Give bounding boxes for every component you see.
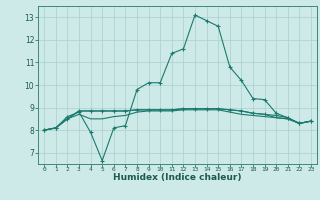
X-axis label: Humidex (Indice chaleur): Humidex (Indice chaleur) — [113, 173, 242, 182]
